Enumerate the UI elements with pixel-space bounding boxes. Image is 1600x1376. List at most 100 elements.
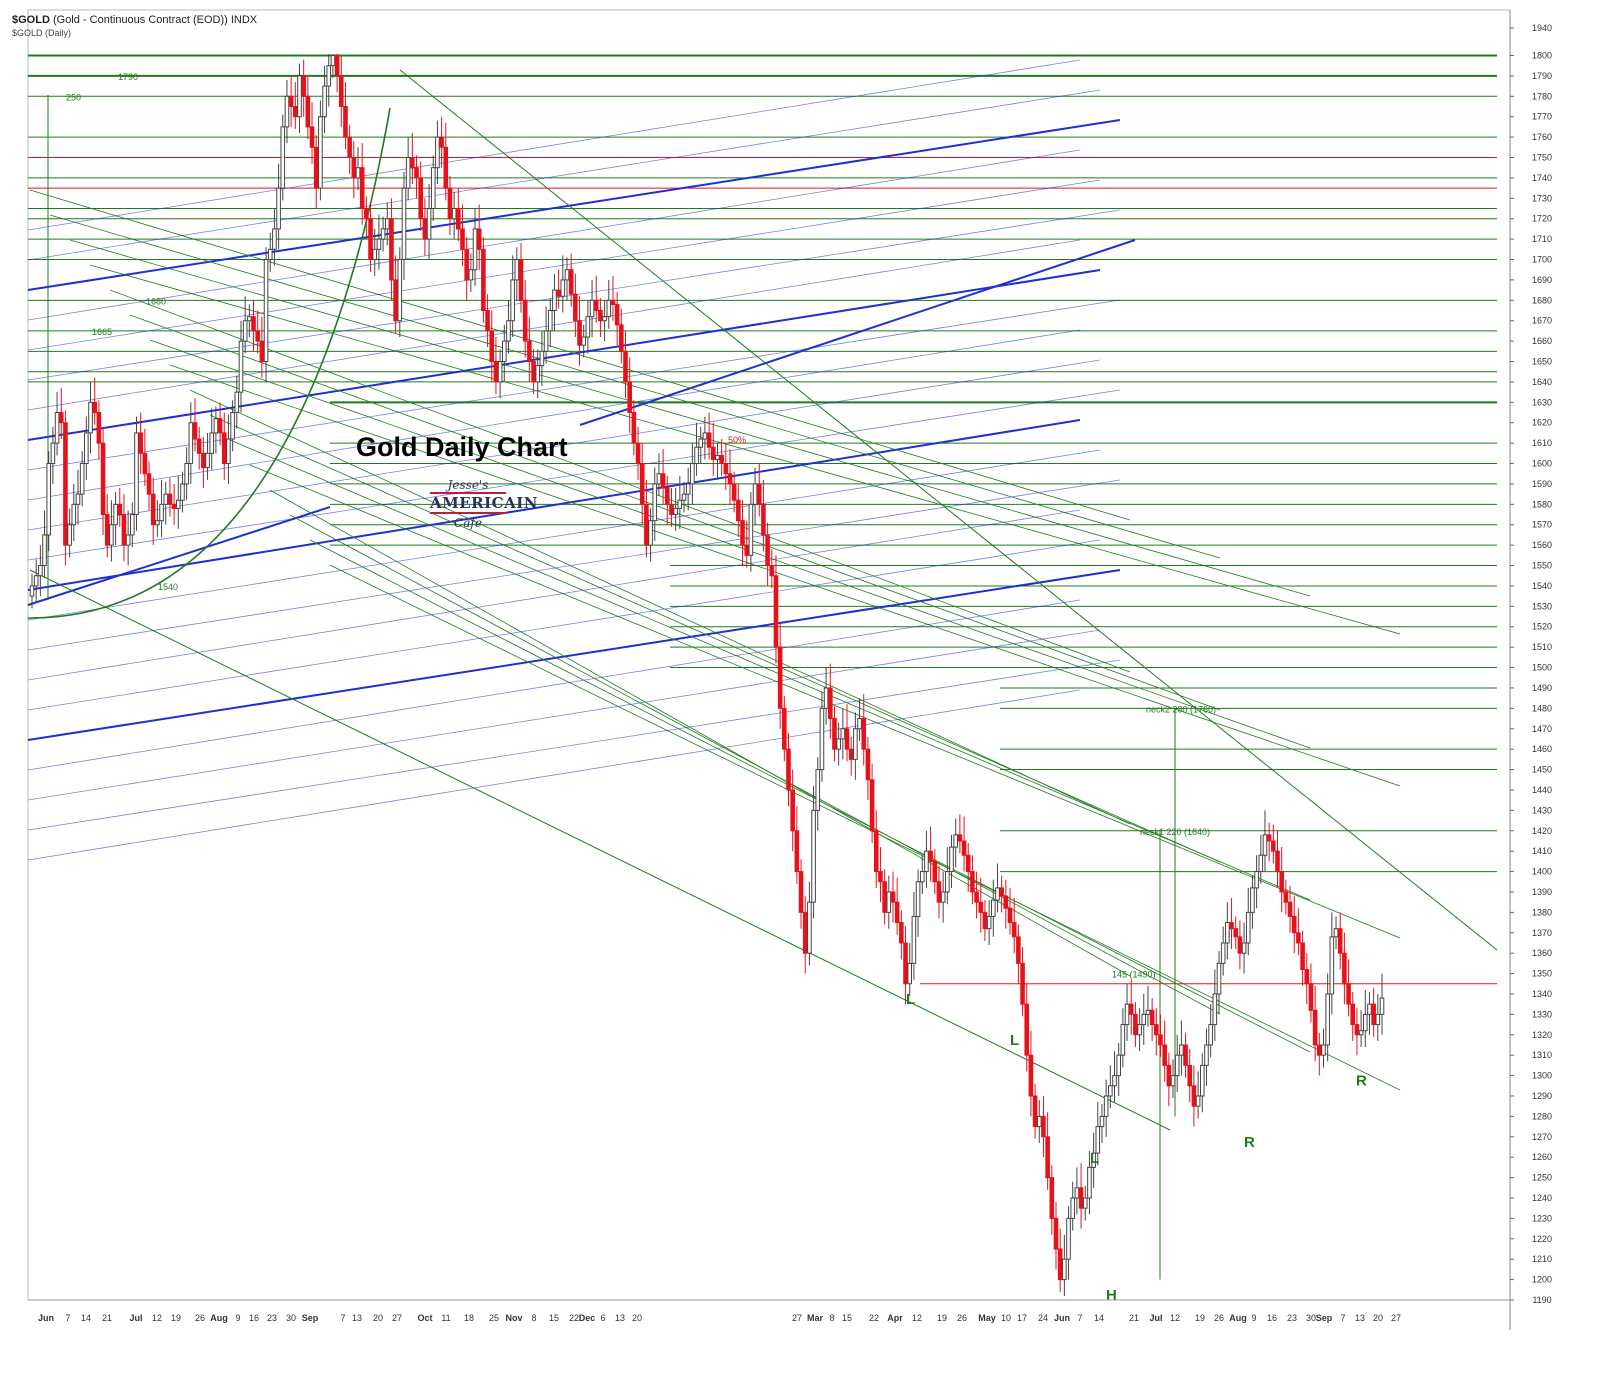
- candle-body: [489, 330, 495, 363]
- y-tick-label: 1660: [1532, 336, 1552, 346]
- y-tick-label: 1510: [1532, 642, 1552, 652]
- candle-body: [1291, 915, 1297, 934]
- candle-body: [786, 748, 791, 791]
- candle-body: [506, 320, 511, 342]
- x-tick-label: Jul: [129, 1313, 142, 1323]
- candle-body: [568, 269, 574, 295]
- candle-body: [368, 218, 373, 261]
- x-tick-label: 21: [102, 1313, 112, 1323]
- candle-body: [138, 432, 143, 454]
- candle-body: [1375, 1013, 1381, 1026]
- candle-body: [807, 901, 812, 954]
- candle-body: [752, 483, 758, 505]
- candle-body: [522, 299, 528, 342]
- candle-body: [1145, 1009, 1151, 1015]
- chart-title: Gold Daily Chart: [356, 432, 568, 462]
- candle-body: [928, 850, 933, 862]
- x-tick-label: 10: [1001, 1313, 1011, 1323]
- x-tick-label: Apr: [887, 1313, 903, 1323]
- candle-body: [468, 269, 474, 281]
- y-tick-label: 1640: [1532, 377, 1552, 387]
- candle-body: [234, 391, 240, 414]
- candle-body: [1124, 1003, 1130, 1026]
- candle-body: [623, 350, 628, 383]
- candle-body: [196, 438, 202, 454]
- candle-body: [146, 473, 152, 495]
- candle-body: [886, 891, 892, 913]
- y-tick-label: 1710: [1532, 234, 1552, 244]
- candle-body: [96, 412, 102, 444]
- candle-body: [1174, 1054, 1180, 1077]
- y-tick-label: 1780: [1532, 91, 1552, 101]
- y-tick-label: 1190: [1532, 1295, 1551, 1305]
- candle-body: [631, 412, 637, 444]
- y-tick-label: 1380: [1532, 907, 1552, 917]
- pattern-label: R: [1244, 1134, 1255, 1151]
- green-trend-line: [149, 339, 1311, 749]
- candle-body: [1337, 928, 1343, 954]
- candle-body: [723, 463, 729, 475]
- candle-body: [1204, 1044, 1209, 1066]
- candle-body: [932, 860, 938, 883]
- blue-channel-line: [27, 539, 1101, 711]
- x-tick-label: 13: [1355, 1313, 1365, 1323]
- green-trend-line: [399, 69, 1498, 951]
- candle-body: [380, 228, 386, 240]
- candle-body: [297, 75, 302, 118]
- candle-body: [1020, 962, 1025, 1005]
- candle-body: [736, 499, 741, 522]
- candle-body: [217, 418, 223, 434]
- candle-body: [970, 871, 975, 893]
- x-tick-label: 19: [1195, 1313, 1205, 1323]
- y-tick-label: 1700: [1532, 255, 1552, 265]
- candle-body: [861, 718, 867, 750]
- blue-channel-line: [27, 89, 1101, 261]
- candle-body: [940, 891, 946, 903]
- y-tick-label: 1540: [1532, 581, 1552, 591]
- y-tick-label: 1220: [1532, 1234, 1552, 1244]
- candle-body: [664, 487, 670, 505]
- candle-body: [63, 422, 68, 546]
- candle-body: [1099, 1115, 1105, 1128]
- candle-body: [1212, 993, 1218, 1026]
- candle-body: [953, 834, 958, 848]
- candle-body: [694, 446, 699, 465]
- x-tick-label: 13: [615, 1313, 625, 1323]
- green-trend-line: [169, 364, 1401, 787]
- candle-body: [589, 299, 595, 318]
- green-trend-line: [189, 389, 1131, 825]
- candle-body: [113, 503, 118, 526]
- x-tick-label: 30: [286, 1313, 296, 1323]
- candle-body: [389, 218, 394, 281]
- candle-body: [205, 452, 210, 469]
- x-tick-label: Mar: [807, 1313, 824, 1323]
- candle-body: [1170, 1075, 1176, 1087]
- level-label: 50%: [728, 435, 746, 445]
- candle-body: [1028, 1054, 1034, 1097]
- candle-body: [188, 422, 194, 465]
- candle-body: [644, 503, 649, 546]
- candle-body: [1300, 942, 1305, 970]
- level-label: 1680: [146, 296, 166, 306]
- candle-body: [180, 483, 185, 501]
- candle-body: [610, 299, 616, 305]
- x-tick-label: 26: [957, 1313, 967, 1323]
- logo-line2: AMERICAIN: [430, 492, 538, 514]
- y-tick-label: 1730: [1532, 193, 1552, 203]
- candle-body: [769, 565, 775, 577]
- candle-body: [276, 187, 281, 230]
- candle-body: [965, 854, 971, 873]
- candle-body: [326, 65, 332, 87]
- candle-body: [1208, 1024, 1213, 1046]
- candle-body: [1333, 928, 1339, 938]
- candle-body: [1199, 1064, 1205, 1097]
- parabolic-curve: [27, 107, 391, 619]
- candle-body: [464, 248, 469, 281]
- candle-body: [1082, 1197, 1088, 1209]
- candle-body: [1367, 1003, 1372, 1015]
- candle-body: [961, 840, 967, 856]
- candle-body: [899, 922, 904, 944]
- y-tick-label: 1720: [1532, 214, 1552, 224]
- blue-channel-line: [27, 689, 1081, 861]
- candle-body: [999, 887, 1004, 897]
